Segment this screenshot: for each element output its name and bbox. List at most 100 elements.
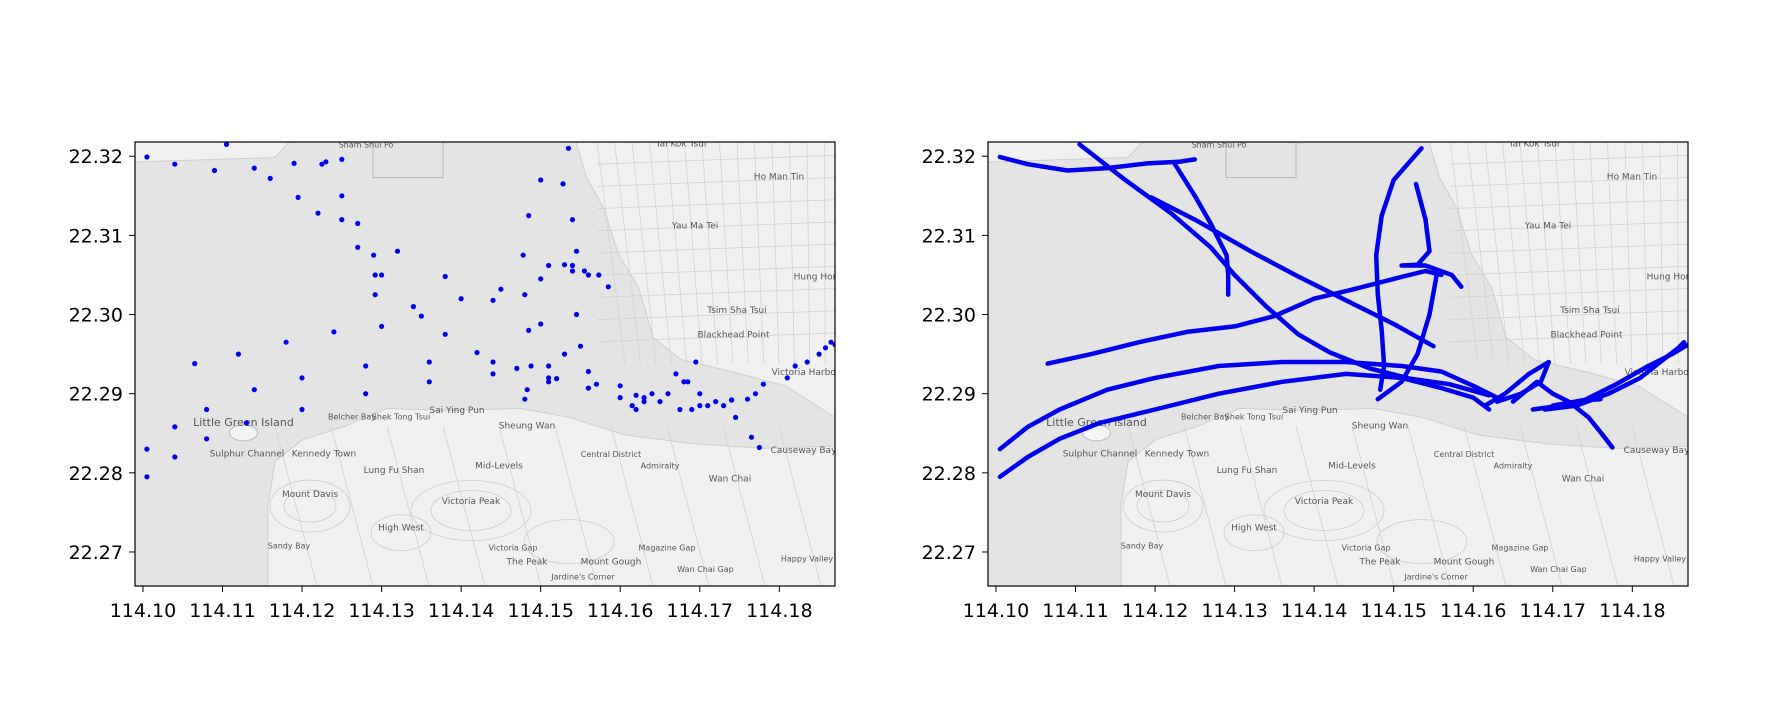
map-label: Mount Gough: [581, 558, 642, 568]
map-label: Tsim Sha Tsui: [706, 306, 767, 316]
street-line: [1449, 154, 1688, 165]
data-point: [641, 395, 647, 401]
data-point: [498, 286, 504, 292]
data-point: [756, 444, 763, 451]
data-point: [605, 284, 611, 290]
map-label: Sulphur Channel: [210, 449, 285, 459]
data-point: [629, 403, 635, 409]
data-point: [633, 406, 639, 413]
series-line: [1550, 342, 1688, 408]
x-tick-label: 114.18: [746, 600, 812, 622]
street-line: [596, 288, 835, 298]
map-label: Belcher Bay: [1181, 413, 1229, 422]
data-point: [339, 193, 345, 199]
map-label: Blackhead Point: [1550, 330, 1622, 340]
map-label: Kennedy Town: [1145, 449, 1209, 459]
data-point: [546, 262, 552, 269]
data-point: [172, 454, 178, 460]
map-label: Shek Tong Tsui: [1225, 413, 1283, 422]
map-label: Yau Ma Tei: [1524, 222, 1572, 232]
map-label: Lung Fu Shan: [1217, 466, 1278, 476]
street-line: [596, 177, 835, 187]
map-label: Hung Hom: [794, 273, 842, 283]
street-line: [1519, 426, 1563, 586]
data-point: [792, 363, 798, 369]
map-label: Central District: [1434, 450, 1494, 459]
data-point: [733, 414, 739, 420]
data-point: [355, 244, 361, 250]
data-point: [565, 145, 572, 151]
street-line: [722, 426, 766, 586]
x-tick-label: 114.12: [269, 600, 335, 622]
map-label: Wan Chai: [709, 475, 751, 485]
map-label: Victoria Gap: [1341, 543, 1390, 552]
map-label: Belcher Bay: [328, 413, 376, 422]
data-point: [585, 385, 592, 391]
data-point: [697, 403, 703, 409]
contour-line: [410, 480, 532, 541]
street-line: [1449, 310, 1688, 320]
street-line: [1449, 199, 1688, 209]
series-line: [1399, 181, 1464, 290]
street-line: [1554, 142, 1571, 365]
map-label: Sulphur Channel: [1063, 449, 1138, 459]
y-tick-label: 22.30: [69, 305, 123, 327]
map-label: Mid-Levels: [1328, 461, 1376, 471]
data-point: [418, 313, 424, 319]
street-line: [596, 265, 835, 276]
map-label: Magazine Gap: [639, 543, 696, 552]
data-point: [581, 268, 588, 274]
map-label: The Peak: [1359, 558, 1402, 568]
data-point: [522, 292, 528, 298]
data-point: [371, 252, 377, 258]
data-point: [641, 399, 647, 405]
street-line: [1463, 426, 1507, 586]
street-line: [596, 199, 835, 209]
data-point: [339, 156, 345, 162]
street-line: [274, 426, 318, 586]
map-label: Tai Kok Tsui: [655, 139, 707, 149]
data-point: [760, 381, 767, 387]
contour-line: [1263, 480, 1385, 541]
data-point: [514, 365, 520, 371]
map-label: Victoria Harbour: [772, 368, 846, 378]
pier: [372, 142, 444, 179]
data-point: [192, 361, 198, 367]
street-line: [684, 142, 703, 365]
map-label: Magazine Gap: [1492, 543, 1549, 552]
data-point: [490, 359, 496, 365]
data-point: [211, 167, 218, 174]
contour-line: [1283, 490, 1365, 531]
map-label: Sheung Wan: [499, 421, 555, 431]
data-point: [816, 351, 822, 357]
street-line: [736, 142, 749, 365]
data-point: [538, 276, 544, 282]
street-line: [754, 142, 764, 365]
x-tick-label: 114.11: [1042, 600, 1108, 622]
street-line: [498, 426, 542, 586]
map-label: Sham Shui Po: [1192, 140, 1247, 149]
data-point: [705, 403, 711, 409]
data-point: [573, 248, 580, 254]
pier: [1225, 142, 1297, 179]
map-label: Tsim Sha Tsui: [1559, 306, 1620, 316]
contour-line: [1376, 519, 1468, 564]
map-label: Sandy Bay: [1121, 541, 1164, 550]
street-line: [1589, 142, 1602, 365]
series-line: [997, 359, 1500, 452]
x-tick-label: 114.10: [110, 600, 176, 622]
street-line: [1127, 426, 1171, 586]
data-point: [573, 311, 580, 318]
street-line: [1677, 142, 1679, 365]
data-point: [569, 262, 576, 269]
map-label: Jardine's Corner: [550, 572, 615, 581]
street-line: [1449, 332, 1688, 343]
map-label: Admiralty: [1494, 461, 1533, 470]
map-label: Causeway Bay: [1624, 446, 1690, 456]
series-line: [1045, 268, 1444, 366]
data-point: [442, 331, 448, 337]
data-point: [315, 210, 321, 216]
data-point: [267, 175, 273, 181]
street-line: [1607, 142, 1617, 365]
